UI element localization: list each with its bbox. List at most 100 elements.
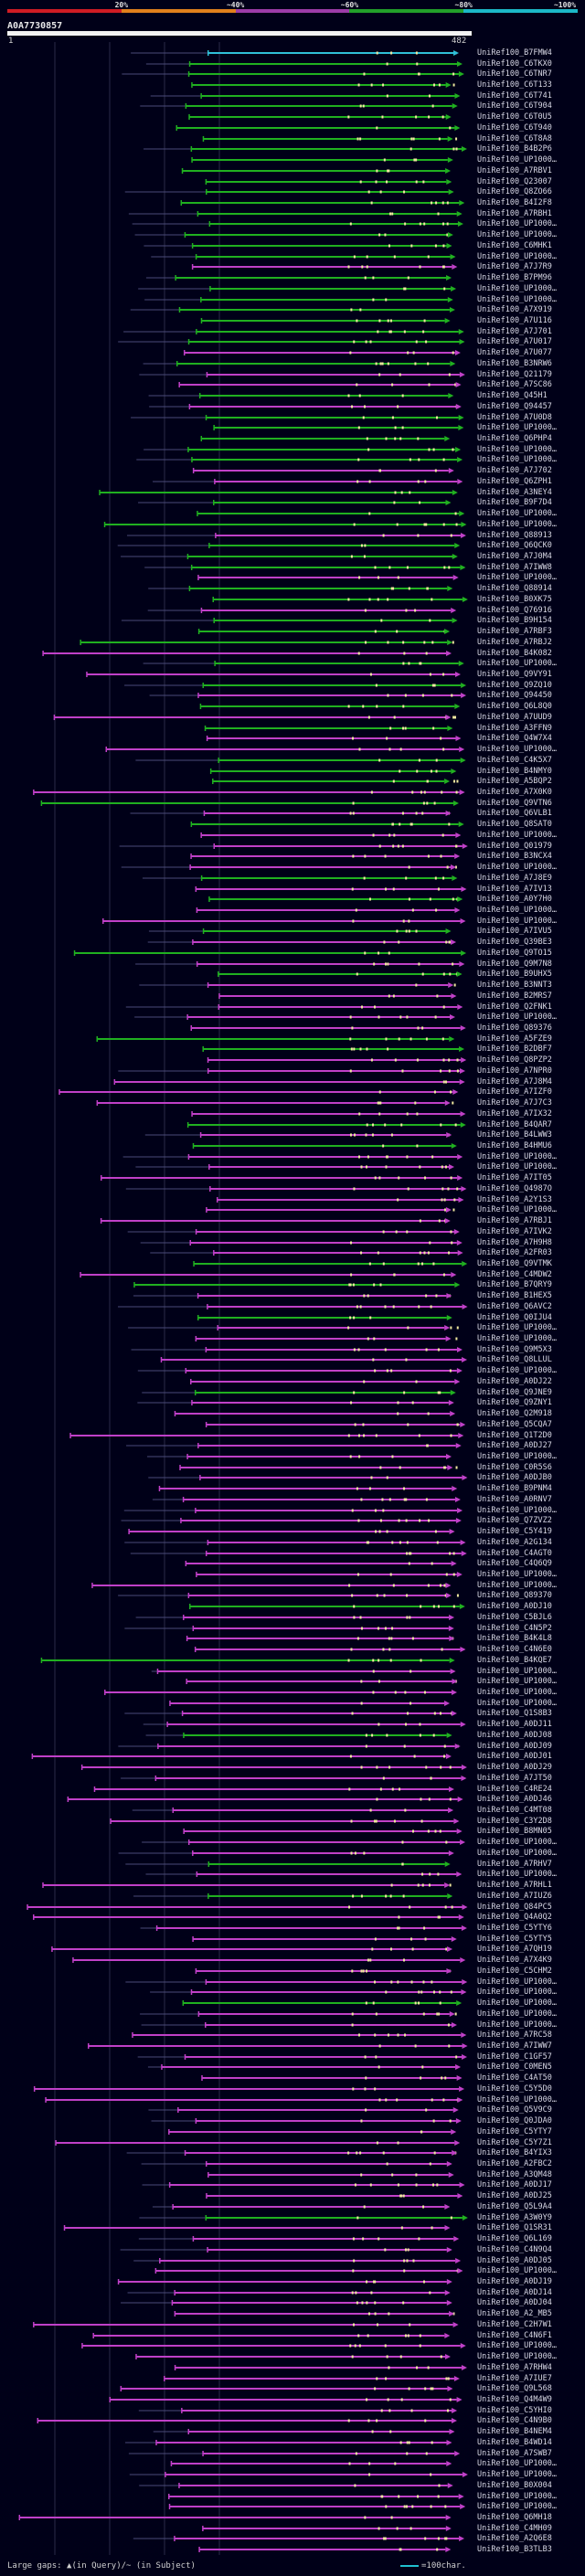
hit-label[interactable]: UniRef100_A7IX32 [477, 1108, 552, 1118]
hit-label[interactable]: UniRef100_UP1000… [477, 2009, 557, 2019]
hit-label[interactable]: UniRef100_A7IVK2 [477, 1226, 552, 1236]
hit-label[interactable]: UniRef100_C4RE24 [477, 1784, 552, 1794]
hit-label[interactable]: UniRef100_UP1000… [477, 508, 557, 518]
hit-label[interactable]: UniRef100_A7SWB7 [477, 2448, 552, 2458]
hit-label[interactable]: UniRef100_UP1000… [477, 218, 557, 228]
hit-label[interactable]: UniRef100_B4WD14 [477, 2437, 552, 2447]
hit-label[interactable]: UniRef100_A0DJ08 [477, 1730, 552, 1740]
hit-label[interactable]: UniRef100_A7RBF3 [477, 626, 552, 636]
hit-label[interactable]: UniRef100_A7IUE7 [477, 2373, 552, 2383]
hit-label[interactable]: UniRef100_Q88914 [477, 583, 552, 593]
hit-label[interactable]: UniRef100_Q01979 [477, 841, 552, 851]
hit-label[interactable]: UniRef100_B4NEM4 [477, 2426, 552, 2436]
hit-label[interactable]: UniRef100_C4AT50 [477, 2072, 552, 2083]
hit-label[interactable]: UniRef100_A2FR03 [477, 1247, 552, 1257]
hit-label[interactable]: UniRef100_Q9JNE9 [477, 1387, 552, 1397]
hit-label[interactable]: UniRef100_Q1S8B3 [477, 1708, 552, 1718]
hit-label[interactable]: UniRef100_B4B2P6 [477, 143, 552, 154]
hit-label[interactable]: UniRef100_A0DJ10 [477, 1601, 552, 1611]
hit-label[interactable]: UniRef100_A0DJ17 [477, 2179, 552, 2189]
hit-label[interactable]: UniRef100_A7U0D8 [477, 412, 552, 422]
hit-label[interactable]: UniRef100_B9F7D4 [477, 497, 552, 507]
hit-label[interactable]: UniRef100_Q6L8Q0 [477, 701, 552, 711]
hit-label[interactable]: UniRef100_A7IT05 [477, 1172, 552, 1182]
hit-label[interactable]: UniRef100_A7RC58 [477, 2030, 552, 2040]
hit-label[interactable]: UniRef100_B4K082 [477, 648, 552, 658]
hit-label[interactable]: UniRef100_Q5CQA7 [477, 1419, 552, 1429]
hit-label[interactable]: UniRef100_Q6VLB1 [477, 808, 552, 818]
hit-label[interactable]: UniRef100_C4N9Q4 [477, 2244, 552, 2254]
hit-label[interactable]: UniRef100_C6TNR7 [477, 69, 552, 79]
hit-label[interactable]: UniRef100_C5Y5D0 [477, 2083, 552, 2094]
hit-label[interactable]: UniRef100_UP1000… [477, 422, 557, 432]
hit-label[interactable]: UniRef100_Q4987O [477, 1183, 552, 1193]
hit-label[interactable]: UniRef100_B1HEX5 [477, 1290, 552, 1300]
hit-label[interactable]: UniRef100_UP1000… [477, 744, 557, 754]
hit-label[interactable]: UniRef100_C6TKX0 [477, 58, 552, 69]
hit-label[interactable]: UniRef100_Q94457 [477, 401, 552, 411]
hit-label[interactable]: UniRef100_UP1000… [477, 294, 557, 304]
hit-label[interactable]: UniRef100_A7RBV1 [477, 165, 552, 175]
hit-label[interactable]: UniRef100_A0DJ09 [477, 1741, 552, 1751]
hit-label[interactable]: UniRef100_Q6AVC2 [477, 1301, 552, 1311]
hit-label[interactable]: UniRef100_UP1000… [477, 1012, 557, 1022]
hit-label[interactable]: UniRef100_Q6L169 [477, 2233, 552, 2243]
hit-label[interactable]: UniRef100_Q9ZQ10 [477, 680, 552, 690]
hit-label[interactable]: UniRef100_UP1000… [477, 229, 557, 239]
hit-label[interactable]: UniRef100_B4K4L8 [477, 1633, 552, 1643]
hit-label[interactable]: UniRef100_UP1000… [477, 1848, 557, 1858]
hit-label[interactable]: UniRef100_UP1000… [477, 1977, 557, 1987]
hit-label[interactable]: UniRef100_C2H7W1 [477, 2319, 552, 2329]
hit-label[interactable]: UniRef100_Q6QCK0 [477, 540, 552, 550]
hit-label[interactable]: UniRef100_Q6PHP4 [477, 433, 552, 443]
hit-label[interactable]: UniRef100_UP1000… [477, 916, 557, 926]
hit-label[interactable]: UniRef100_Q9VY91 [477, 669, 552, 679]
hit-label[interactable]: UniRef100_A7QH19 [477, 1944, 552, 1954]
hit-label[interactable]: UniRef100_C5CHM2 [477, 1966, 552, 1976]
hit-label[interactable]: UniRef100_UP1000… [477, 1569, 557, 1579]
hit-label[interactable]: UniRef100_C6T741 [477, 90, 552, 101]
hit-label[interactable]: UniRef100_UP1000… [477, 1837, 557, 1847]
hit-label[interactable]: UniRef100_UP1000… [477, 2094, 557, 2104]
hit-label[interactable]: UniRef100_A2_MB5 [477, 2308, 552, 2318]
hit-label[interactable]: UniRef100_Q39BE3 [477, 937, 552, 947]
hit-label[interactable]: UniRef100_A7NPR0 [477, 1065, 552, 1076]
hit-label[interactable]: UniRef100_B4NMY0 [477, 766, 552, 776]
hit-label[interactable]: UniRef100_C4N6E0 [477, 1644, 552, 1654]
hit-label[interactable]: UniRef100_UP1000… [477, 1151, 557, 1161]
hit-label[interactable]: UniRef100_A7RBJ2 [477, 637, 552, 647]
hit-label[interactable]: UniRef100_Q89370 [477, 1590, 552, 1600]
hit-label[interactable]: UniRef100_B7QRY9 [477, 1279, 552, 1289]
hit-label[interactable]: UniRef100_A7X4K9 [477, 1955, 552, 1965]
hit-label[interactable]: UniRef100_A0Y7H0 [477, 894, 552, 904]
hit-label[interactable]: UniRef100_UP1000… [477, 2340, 557, 2350]
hit-label[interactable]: UniRef100_UP1000… [477, 1580, 557, 1590]
hit-label[interactable]: UniRef100_UP1000… [477, 1687, 557, 1697]
hit-label[interactable]: UniRef100_B4LWW3 [477, 1129, 552, 1140]
hit-label[interactable]: UniRef100_A7X919 [477, 304, 552, 314]
hit-label[interactable]: UniRef100_Q6MH18 [477, 2512, 552, 2522]
hit-label[interactable]: UniRef100_C5Y7Z1 [477, 2137, 552, 2147]
hit-label[interactable]: UniRef100_A7RHV7 [477, 1859, 552, 1869]
hit-label[interactable]: UniRef100_A3NEY4 [477, 487, 552, 497]
hit-label[interactable]: UniRef100_A7IUZ6 [477, 1891, 552, 1901]
hit-label[interactable]: UniRef100_Q0JDA0 [477, 2115, 552, 2125]
hit-label[interactable]: UniRef100_C3Y2D8 [477, 1816, 552, 1826]
hit-label[interactable]: UniRef100_A3FFN9 [477, 723, 552, 733]
hit-label[interactable]: UniRef100_Q45H1 [477, 390, 548, 400]
hit-label[interactable]: UniRef100_B3NCX4 [477, 851, 552, 861]
hit-label[interactable]: UniRef100_B2DBF7 [477, 1044, 552, 1054]
hit-label[interactable]: UniRef100_A7IVU5 [477, 926, 552, 936]
hit-label[interactable]: UniRef100_Q2M918 [477, 1408, 552, 1418]
hit-label[interactable]: UniRef100_A7J8E9 [477, 873, 552, 883]
hit-label[interactable]: UniRef100_A3QM48 [477, 2169, 552, 2179]
hit-label[interactable]: UniRef100_B4YIX3 [477, 2147, 552, 2157]
hit-label[interactable]: UniRef100_B4QAR7 [477, 1119, 552, 1129]
hit-label[interactable]: UniRef100_A7J7R9 [477, 261, 552, 271]
hit-label[interactable]: UniRef100_A7J7C3 [477, 1097, 552, 1108]
hit-label[interactable]: UniRef100_A7J701 [477, 326, 552, 336]
hit-label[interactable]: UniRef100_UP1000… [477, 1204, 557, 1214]
hit-label[interactable]: UniRef100_Q0IJU4 [477, 1312, 552, 1322]
hit-label[interactable]: UniRef100_A0DJ11 [477, 1719, 552, 1729]
hit-label[interactable]: UniRef100_UP1000… [477, 658, 557, 668]
